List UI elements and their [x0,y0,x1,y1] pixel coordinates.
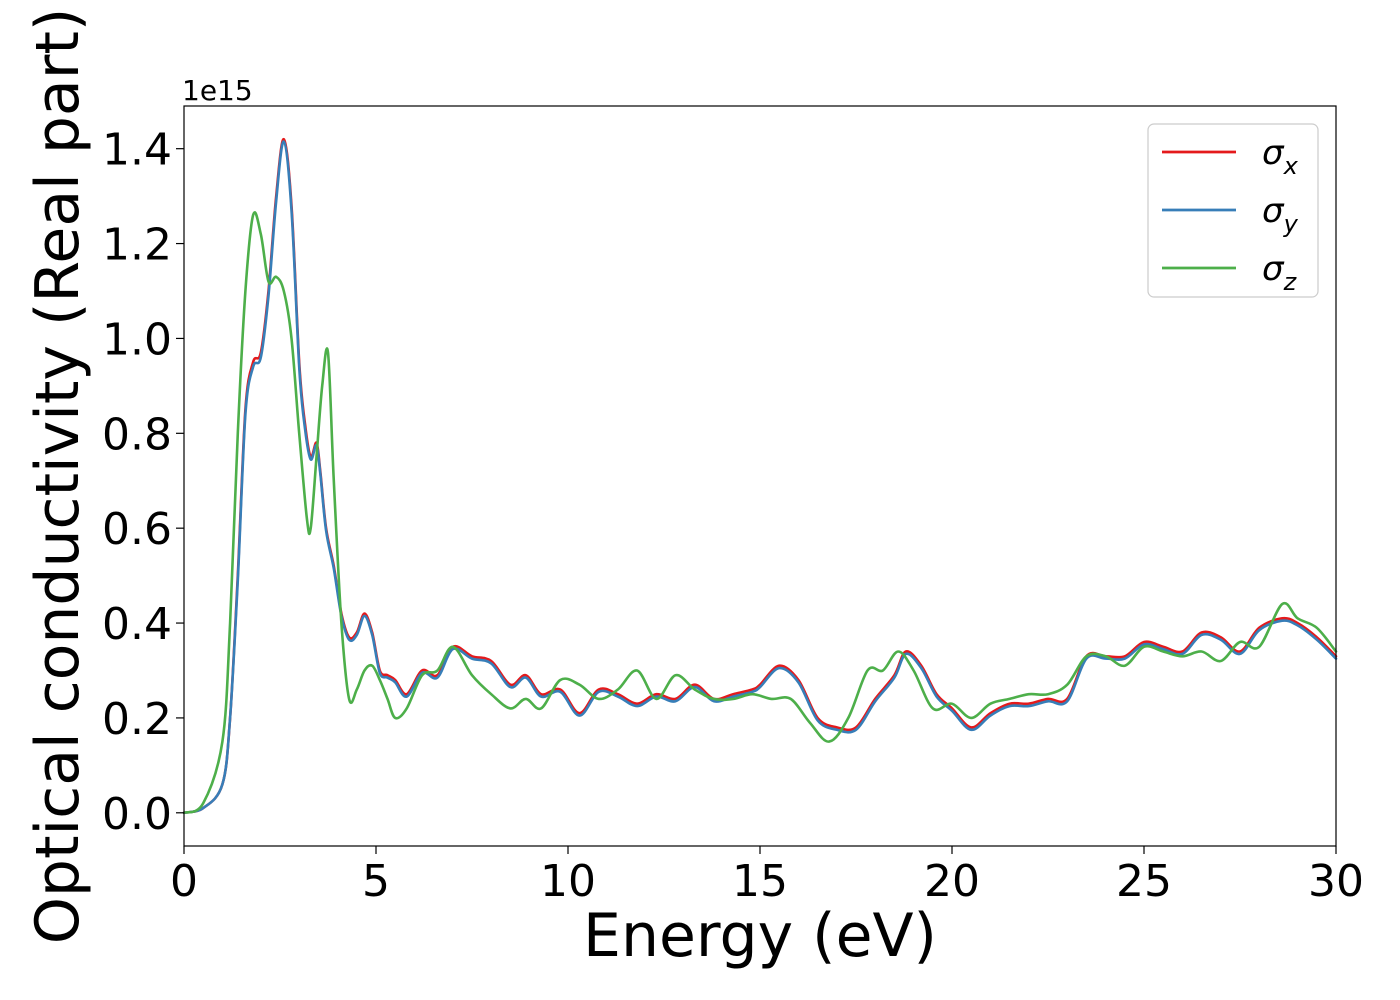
series-group [182,137,1338,815]
series-line-z [182,211,1338,815]
series-line-y [182,140,1338,815]
y-axis-ticks: 0.0 0.2 0.4 0.6 0.8 1.0 1.2 1.4 [102,125,184,840]
x-tick-label: 15 [732,856,788,907]
y-tick-label: 1.2 [102,220,172,271]
x-tick-label: 25 [1116,856,1172,907]
x-axis-ticks: 0 5 10 15 20 25 30 [170,846,1364,907]
x-tick-label: 10 [540,856,596,907]
y-tick-label: 0.2 [102,694,172,745]
plot-area [182,137,1338,815]
x-tick-label: 20 [924,856,980,907]
x-tick-label: 5 [362,856,390,907]
x-axis-title: Energy (eV) [583,901,937,971]
y-tick-label: 0.0 [102,789,172,840]
x-tick-label: 30 [1308,856,1364,907]
y-tick-label: 0.6 [102,504,172,555]
y-tick-label: 0.8 [102,409,172,460]
y-axis-title: Optical conductivity (Real part) [23,8,93,945]
y-tick-label: 1.4 [102,125,172,176]
y-tick-label: 0.4 [102,599,172,650]
x-tick-label: 0 [170,856,198,907]
y-tick-label: 1.0 [102,314,172,365]
y-offset-label: 1e15 [182,74,253,107]
